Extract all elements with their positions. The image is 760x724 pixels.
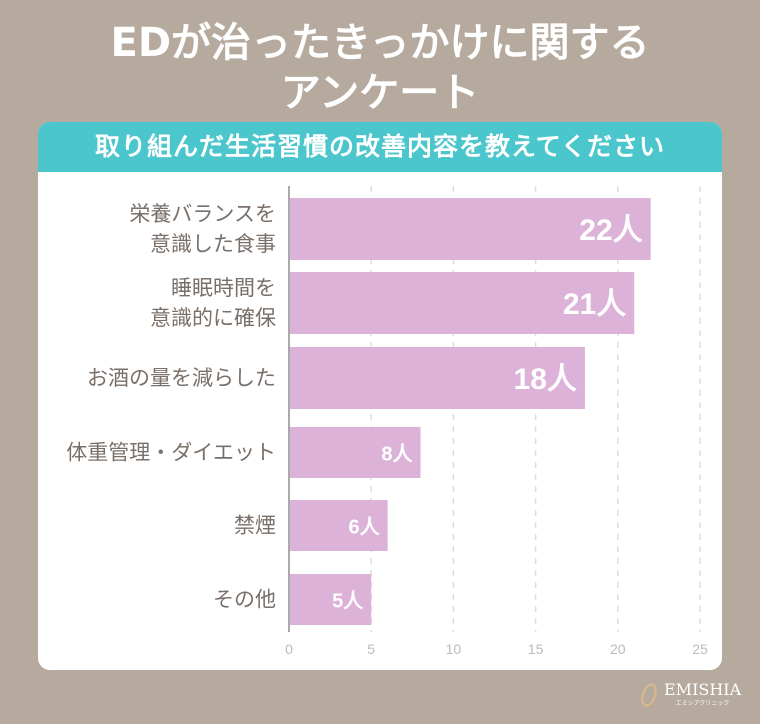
category-label: 栄養バランスを (129, 202, 276, 226)
x-tick-label: 0 (285, 641, 293, 657)
bar (289, 272, 635, 334)
data-label: 8人 (381, 443, 413, 466)
chart-card: 取り組んだ生活習慣の改善内容を教えてください (38, 122, 722, 670)
title-line-1: EDが治ったきっかけに関する (110, 20, 650, 66)
chart-title: 取り組んだ生活習慣の改善内容を教えてください (38, 122, 722, 172)
category-label: 意識的に確保 (150, 306, 276, 330)
category-label: 体重管理・ダイエット (66, 441, 276, 465)
bar (289, 198, 651, 260)
x-tick-label: 15 (528, 641, 544, 657)
category-label: 意識した食事 (150, 232, 276, 256)
logo: EMISHIA エミシアクリニック (640, 682, 741, 707)
title-line-2: アンケート (280, 70, 480, 116)
data-label: 18人 (514, 363, 577, 396)
bar (289, 347, 585, 409)
category-label: お酒の量を減らした (87, 366, 276, 390)
category-label: その他 (213, 588, 276, 612)
bar (289, 500, 388, 551)
data-label: 5人 (332, 590, 364, 613)
x-tick-label: 25 (692, 641, 708, 657)
category-label: 睡眠時間を (171, 276, 276, 300)
data-label: 22人 (579, 214, 642, 247)
data-label: 6人 (349, 516, 381, 539)
x-tick-label: 20 (610, 641, 626, 657)
logo-name: EMISHIA (664, 680, 742, 699)
data-label: 21人 (563, 288, 626, 321)
x-tick-label: 5 (367, 641, 375, 657)
bar (289, 427, 421, 478)
bar (289, 574, 372, 625)
logo-sub: エミシアクリニック (675, 700, 730, 707)
category-label: 禁煙 (234, 514, 276, 538)
page-title: EDが治ったきっかけに関する アンケート (0, 18, 760, 118)
leaf-logo-icon (641, 682, 657, 707)
x-tick-label: 10 (446, 641, 462, 657)
